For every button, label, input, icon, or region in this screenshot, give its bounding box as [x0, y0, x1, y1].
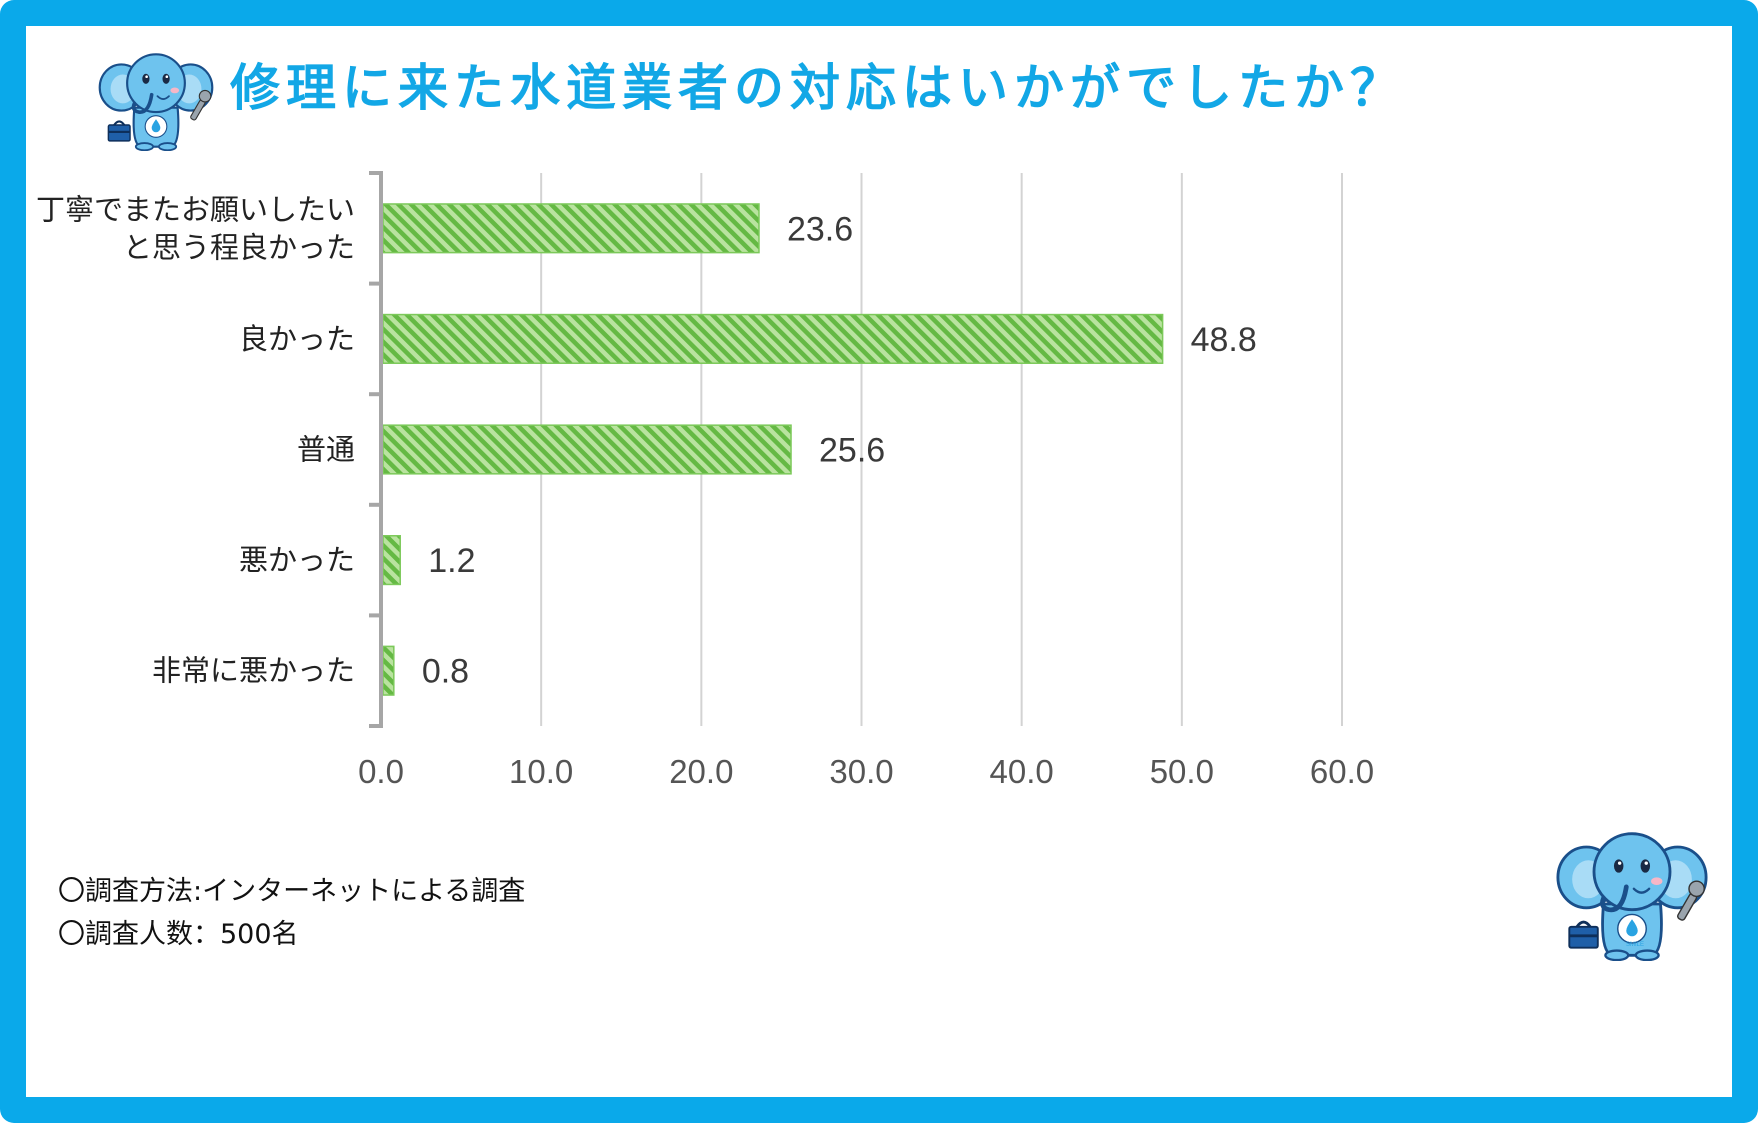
bar: [382, 645, 395, 696]
x-tick-label: 40.0: [990, 753, 1054, 790]
bar: [382, 424, 792, 475]
bar: [382, 535, 401, 586]
category-label: 悪かった: [239, 543, 355, 577]
bars: [382, 203, 1164, 696]
chart-title: 修理に来た水道業者の対応はいかがでしたか？: [230, 59, 1406, 117]
x-tick-label: 30.0: [829, 753, 893, 790]
data-label: 25.6: [819, 432, 885, 470]
data-label: 0.8: [422, 653, 469, 691]
gridlines: [540, 173, 1343, 726]
data-label: 1.2: [428, 542, 475, 580]
bar: [382, 203, 760, 254]
category-axis: [369, 171, 383, 728]
x-tick-label: 60.0: [1310, 753, 1374, 790]
data-label: 48.8: [1191, 321, 1257, 359]
bar: [382, 313, 1164, 364]
category-label: と思う程良かった: [123, 230, 355, 264]
survey-method-note: 〇調査方法:インターネットによる調査: [58, 876, 525, 907]
x-tick-label: 0.0: [358, 753, 404, 790]
mascot-badge-text: SMILE: [1626, 942, 1644, 948]
data-labels: 23.6 48.8 25.6 1.2 0.8: [422, 210, 1257, 690]
category-label: 普通: [297, 433, 355, 467]
mascot-top-icon: [98, 52, 214, 151]
category-label: 良かった: [239, 322, 355, 356]
chart-canvas: 修理に来た水道業者の対応はいかがでしたか？ 丁寧でまたお願いしたいと思う程良かっ…: [36, 52, 1732, 1097]
data-label: 23.6: [787, 210, 853, 248]
survey-count-note: 〇調査人数：500名: [58, 919, 299, 950]
category-label: 非常に悪かった: [152, 654, 355, 688]
x-tick-labels: 0.0 10.0 20.0 30.0 40.0 50.0 60.0: [358, 753, 1374, 790]
x-tick-label: 20.0: [669, 753, 733, 790]
category-label: 丁寧でまたお願いしたい: [36, 192, 355, 226]
x-tick-label: 10.0: [509, 753, 573, 790]
x-tick-label: 50.0: [1150, 753, 1214, 790]
